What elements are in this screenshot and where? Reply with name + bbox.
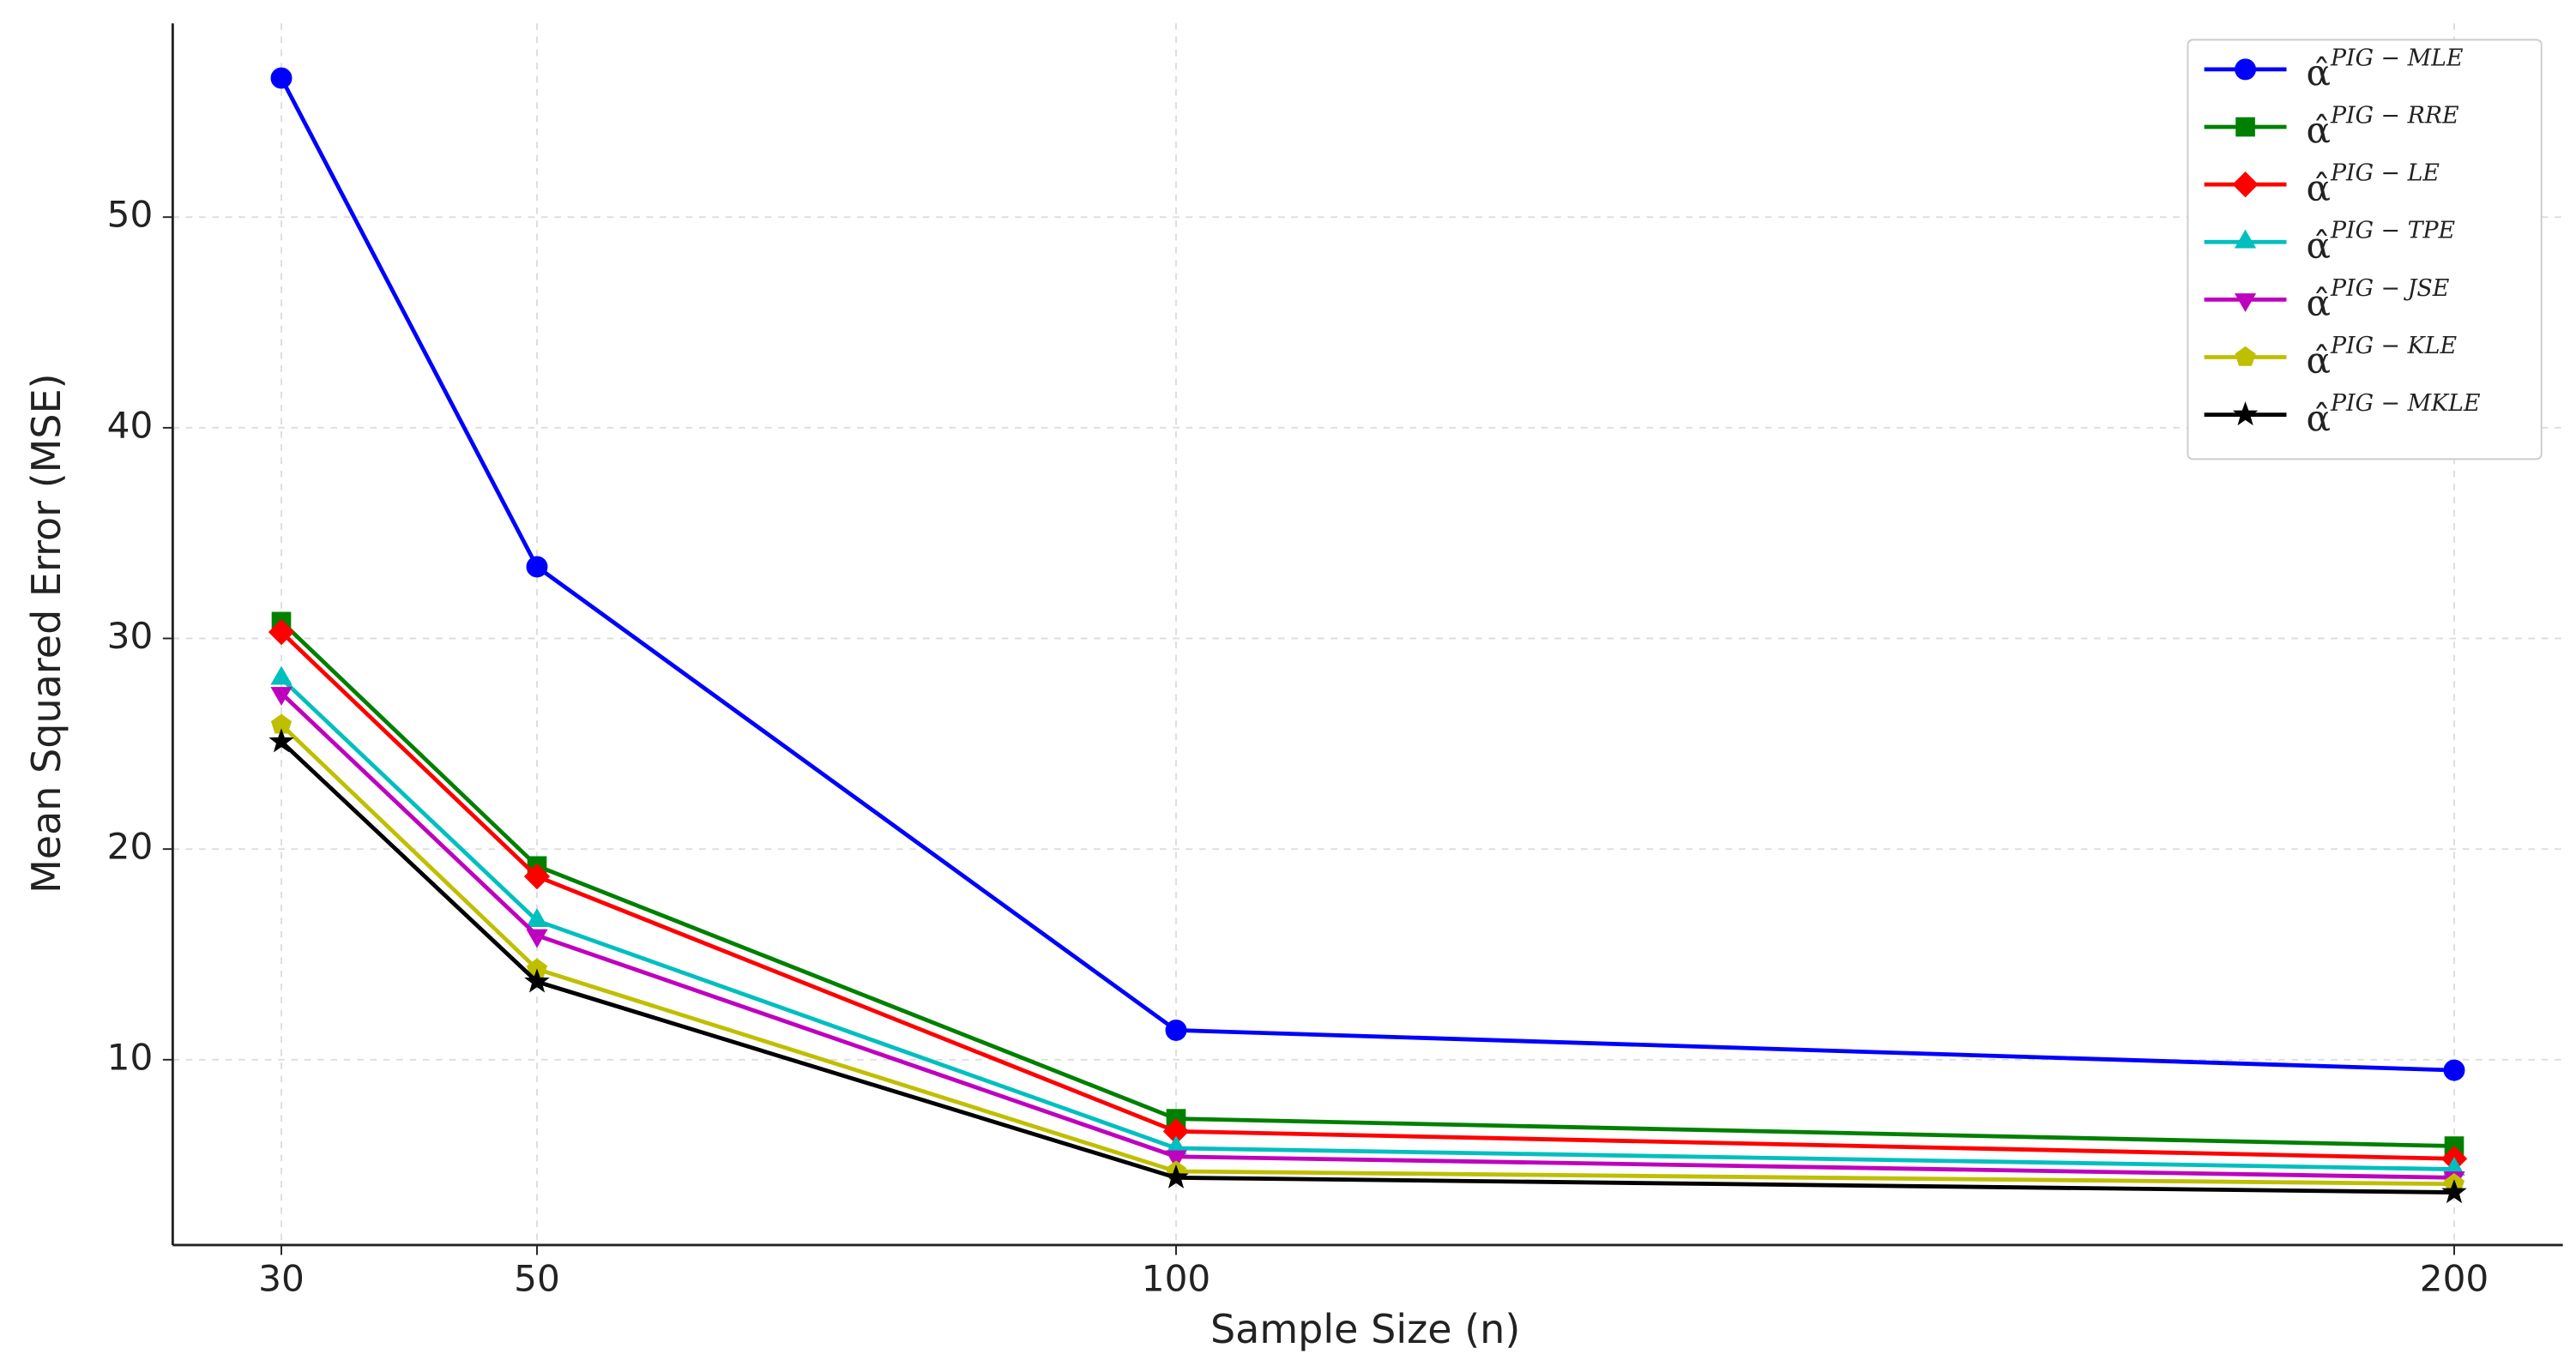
line [280,740,2455,1194]
legend-label: α̂PIG − MKLE [2307,390,2481,439]
marker [524,968,550,993]
marker [1163,1164,1189,1188]
legend-label: α̂PIG − MLE [2307,45,2464,93]
y-tick-label: 20 [107,826,154,868]
legend-label: α̂PIG − JSE [2307,275,2450,324]
legend-label: α̂PIG − KLE [2307,333,2458,382]
marker [2234,293,2257,312]
marker [1162,1118,1190,1145]
y-axis-label: Mean Squared Error (MSE) [23,373,69,894]
x-tick-label: 100 [1142,1258,1211,1300]
marker [268,618,295,646]
marker [270,687,293,706]
marker [2235,117,2255,137]
x-axis-label: Sample Size (n) [1210,1306,1520,1352]
marker [2441,1179,2467,1204]
legend-label: α̂PIG − LE [2307,160,2440,209]
marker [2234,229,2257,249]
marker [2232,401,2259,426]
y-tick-label: 10 [107,1036,154,1078]
marker [268,728,294,753]
line [280,630,2455,1161]
y-tick-label: 40 [107,404,154,446]
legend-label: α̂PIG − RRE [2307,103,2459,152]
marker [2235,58,2257,81]
marker [2232,171,2259,198]
line [280,723,2455,1187]
marker [523,863,551,890]
marker [526,908,548,927]
line [280,677,2455,1171]
x-tick-label: 200 [2420,1258,2489,1300]
marker [270,67,293,89]
line [280,620,2455,1148]
marker [270,665,293,685]
marker [1165,1150,1187,1170]
marker [1165,1019,1187,1041]
x-tick-label: 30 [258,1258,305,1300]
y-tick-label: 50 [107,194,154,236]
legend-box [2187,39,2543,460]
marker [2443,1059,2465,1081]
x-tick-label: 50 [514,1258,560,1300]
line [280,691,2455,1180]
marker [526,929,548,948]
marker [526,556,548,578]
line [279,76,2455,1073]
y-tick-label: 30 [107,615,154,657]
marker [2235,346,2256,366]
legend-label: α̂PIG − TPE [2307,218,2456,267]
